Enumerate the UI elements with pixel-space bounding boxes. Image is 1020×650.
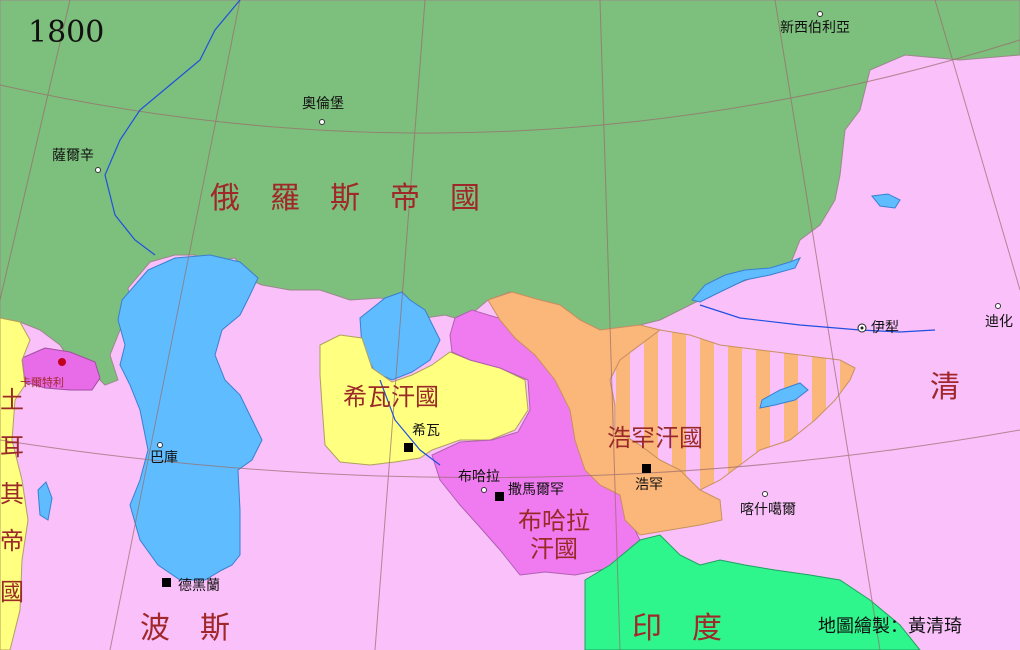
kokand-label: 浩罕汗國 bbox=[607, 424, 703, 452]
city-marker-siberia bbox=[817, 11, 823, 17]
city-label-orenburg: 奧倫堡 bbox=[302, 96, 344, 112]
small-lake-left bbox=[37, 481, 53, 521]
city-label-samara: 薩爾辛 bbox=[52, 148, 94, 164]
year-label: 1800 bbox=[28, 15, 104, 50]
issyk-kul-lake bbox=[759, 382, 809, 409]
svg-text:國: 國 bbox=[0, 578, 24, 606]
svg-text:帝: 帝 bbox=[0, 527, 24, 555]
disputed-kokand-qing bbox=[609, 329, 856, 491]
city-marker-baku bbox=[157, 442, 163, 448]
kartli-region bbox=[21, 347, 101, 391]
bukhara-label-2: 汗國 bbox=[530, 535, 578, 563]
city-label-yili: 伊犁 bbox=[871, 320, 899, 336]
city-label-baku: 巴庫 bbox=[150, 449, 178, 466]
city-markers bbox=[58, 11, 1001, 587]
balkhash-lake bbox=[691, 257, 802, 303]
city-marker-samara bbox=[95, 167, 101, 173]
svg-text:土: 土 bbox=[0, 386, 24, 414]
city-marker-dihua bbox=[995, 303, 1001, 309]
bukhara-label-1: 布哈拉 bbox=[518, 507, 590, 535]
city-marker-kokand bbox=[642, 464, 651, 473]
russia-label: 俄 羅 斯 帝 國 bbox=[210, 181, 480, 216]
persia-label: 波 斯 bbox=[140, 611, 230, 646]
map-credit: 地圖繪製：黃清琦 bbox=[818, 616, 962, 637]
india-label: 印 度 bbox=[632, 611, 722, 646]
city-label-tehran: 德黑蘭 bbox=[178, 578, 220, 594]
city-label-dihua: 迪化 bbox=[985, 314, 1013, 330]
caspian-sea bbox=[117, 254, 263, 581]
khiva-region bbox=[319, 334, 529, 466]
qing-label: 清 bbox=[930, 370, 960, 405]
city-label-khiva: 希瓦 bbox=[412, 423, 440, 439]
city-label-samarkand: 撒馬爾罕 bbox=[508, 482, 564, 498]
city-marker-orenburg bbox=[319, 119, 325, 125]
ottoman-label: 土 耳 其 帝 國 bbox=[0, 386, 24, 606]
ottoman-region bbox=[0, 317, 31, 650]
city-marker-tehran bbox=[162, 578, 171, 587]
svg-text:耳: 耳 bbox=[0, 433, 24, 461]
rivers bbox=[104, 0, 936, 466]
city-marker-bukhara bbox=[481, 487, 487, 493]
city-label-kokand: 浩罕 bbox=[635, 477, 663, 493]
city-marker-khiva bbox=[404, 443, 413, 452]
india-region bbox=[584, 534, 921, 650]
city-label-kartli: 卡爾特利 bbox=[20, 375, 64, 389]
qing-lake bbox=[871, 193, 901, 209]
city-label-kashgar: 喀什噶爾 bbox=[740, 502, 796, 518]
city-label-siberia: 新西伯利亞 bbox=[780, 20, 850, 36]
khiva-label: 希瓦汗國 bbox=[343, 383, 439, 411]
city-marker-kashgar bbox=[762, 491, 768, 497]
city-marker-samarkand bbox=[495, 492, 504, 501]
svg-text:其: 其 bbox=[0, 480, 24, 508]
city-marker-kartli bbox=[58, 358, 66, 366]
city-label-bukhara: 布哈拉 bbox=[458, 469, 500, 485]
